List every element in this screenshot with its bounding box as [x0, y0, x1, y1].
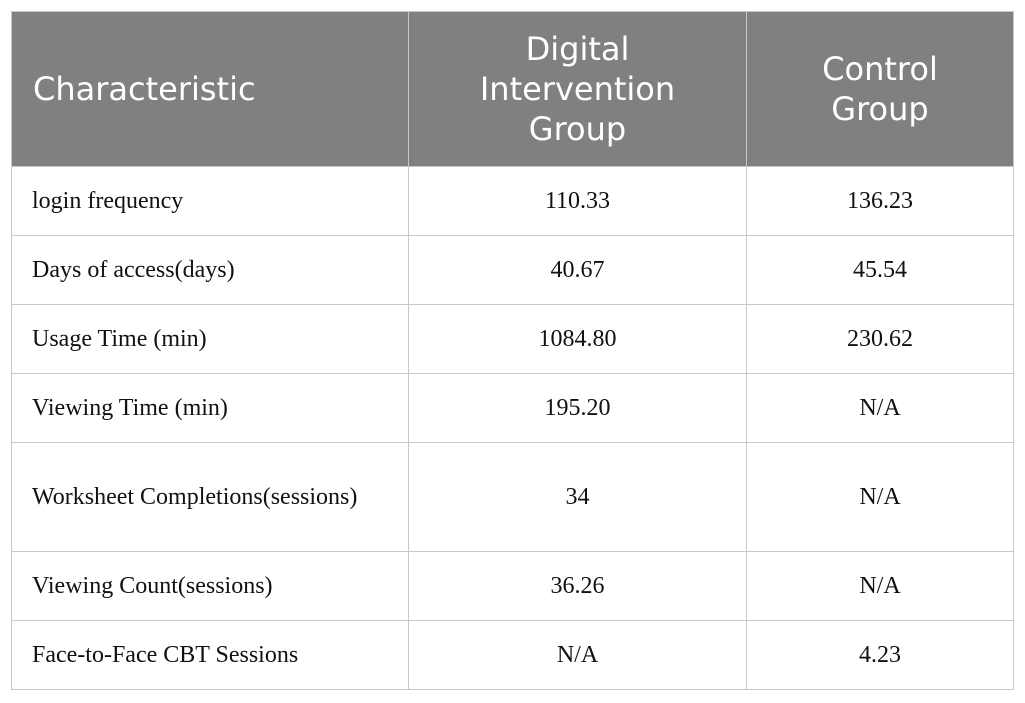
- cell-control-value: 45.54: [746, 235, 1014, 305]
- table-row: Viewing Time (min) 195.20 N/A: [11, 373, 1014, 443]
- cell-characteristic: Face-to-Face CBT Sessions: [11, 620, 409, 690]
- cell-control-value: N/A: [746, 373, 1014, 443]
- cell-digital-value: 195.20: [408, 373, 747, 443]
- header-control-group: Control Group: [746, 11, 1014, 167]
- cell-characteristic: Viewing Time (min): [11, 373, 409, 443]
- table-row: login frequency 110.33 136.23: [11, 166, 1014, 236]
- cell-characteristic: Days of access(days): [11, 235, 409, 305]
- cell-digital-value: 36.26: [408, 551, 747, 621]
- table-row: Worksheet Completions(sessions) 34 N/A: [11, 442, 1014, 552]
- cell-characteristic: Usage Time (min): [11, 304, 409, 374]
- cell-digital-value: N/A: [408, 620, 747, 690]
- header-digital-intervention-group: Digital Intervention Group: [408, 11, 747, 167]
- cell-control-value: N/A: [746, 551, 1014, 621]
- cell-characteristic: Viewing Count(sessions): [11, 551, 409, 621]
- cell-digital-value: 1084.80: [408, 304, 747, 374]
- cell-digital-value: 40.67: [408, 235, 747, 305]
- table-header: Characteristic Digital Intervention Grou…: [11, 11, 1014, 167]
- table-row: Viewing Count(sessions) 36.26 N/A: [11, 551, 1014, 621]
- data-table-container: Characteristic Digital Intervention Grou…: [11, 11, 1014, 690]
- cell-control-value: 136.23: [746, 166, 1014, 236]
- table-row: Face-to-Face CBT Sessions N/A 4.23: [11, 620, 1014, 690]
- data-table: Characteristic Digital Intervention Grou…: [11, 11, 1014, 690]
- table-row: Usage Time (min) 1084.80 230.62: [11, 304, 1014, 374]
- cell-control-value: 230.62: [746, 304, 1014, 374]
- header-characteristic: Characteristic: [11, 11, 409, 167]
- cell-characteristic: login frequency: [11, 166, 409, 236]
- cell-control-value: N/A: [746, 442, 1014, 552]
- table-row: Days of access(days) 40.67 45.54: [11, 235, 1014, 305]
- cell-digital-value: 110.33: [408, 166, 747, 236]
- header-row: Characteristic Digital Intervention Grou…: [11, 11, 1014, 167]
- cell-digital-value: 34: [408, 442, 747, 552]
- table-body: login frequency 110.33 136.23 Days of ac…: [11, 166, 1014, 690]
- cell-control-value: 4.23: [746, 620, 1014, 690]
- cell-characteristic: Worksheet Completions(sessions): [11, 442, 409, 552]
